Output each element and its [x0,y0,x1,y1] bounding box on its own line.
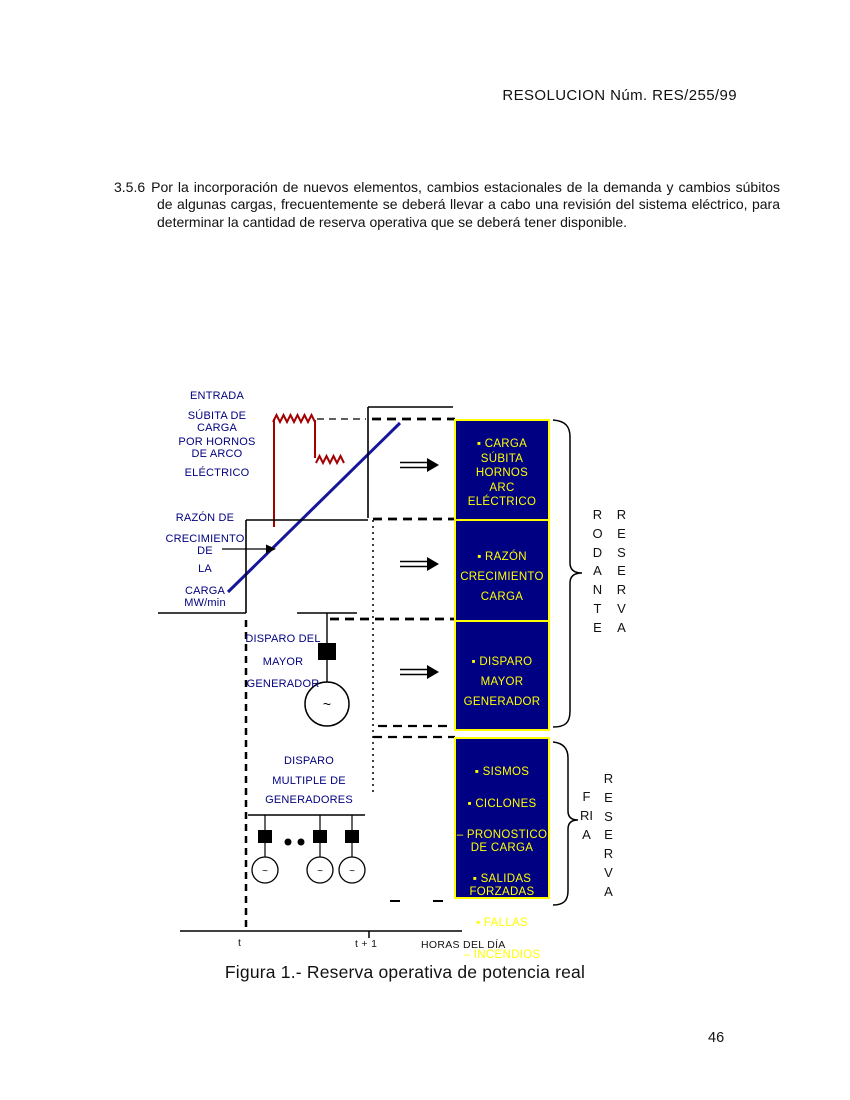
document-header: RESOLUCION Núm. RES/255/99 [502,87,737,104]
page-number: 46 [708,1030,725,1046]
label-reserva-rodante: RESERVA [616,507,627,635]
brace-fria [552,741,579,906]
label-por-hornos: POR HORNOS DE ARCO [178,436,256,460]
ellipsis-dot [284,838,292,846]
mini-chart-axes [158,519,368,614]
label-subita-de-carga: SÚBITA DE CARGA [187,410,247,434]
label-carga-mw-min: CARGA MW/min [184,585,226,609]
figure-caption: Figura 1.- Reserva operativa de potencia… [224,962,586,982]
label-razon-de: RAZÓN DE [175,512,235,524]
time-axis [180,930,462,938]
flow-arrow-icon [400,458,439,679]
tick-label-t: t [238,937,242,949]
generator-icon [306,856,334,884]
generator-icon [304,681,350,727]
box-carga-subita: ▪ CARGA SÚBITA HORNOS ARC ELÉCTRICO [454,419,550,521]
list-item: ▪ CICLONES [467,797,537,810]
section-separators [317,417,455,902]
strip-frame [367,406,453,518]
generator-symbol: ~ [317,866,323,877]
list-item: ▪ SISMOS [474,766,530,778]
figure-1-diagram: ~ ~ ~ ~ [150,385,670,1000]
box-razon-crecimiento: ▪ RAZÓN CRECIMIENTO CARGA [454,519,550,622]
diagram-linework: ~ ~ ~ ~ [158,406,583,938]
label-rodante: RODANTE [592,507,603,635]
label-disparo-multiple: DISPARO MULTIPLE DE GENERADORES [265,755,353,806]
label-reserva-fria: RESERVA [603,771,614,899]
list-item: – PRONOSTICO DE CARGA [456,829,548,854]
breaker-icon [258,830,272,843]
label-electrico: ELÉCTRICO [184,467,250,479]
load-step-curve [272,412,345,527]
tick-label-t1: t + 1 [355,938,378,950]
breaker-icon [345,830,359,843]
label-fria: FRIA [580,789,593,842]
vertical-guides [244,520,374,931]
breaker-icon [313,830,327,843]
generator-symbol: ~ [262,866,268,877]
box-reserva-fria-causas: ▪ SISMOS ▪ CICLONES – PRONOSTICO DE CARG… [454,737,550,961]
list-item: ▪ SALIDAS FORZADAS [469,873,535,898]
label-la: LA [198,563,212,575]
multiple-generator-trip: ~ ~ ~ [248,814,366,884]
clause-text: Por la incorporación de nuevos elementos… [151,179,780,230]
label-disparo-mayor: DISPARO DEL MAYOR GENERADOR [245,633,321,690]
label-crecimiento-de: CRECIMIENTO DE [165,533,245,557]
brace-rodante [552,419,583,728]
ellipsis-dot [297,838,305,846]
breaker-icon [318,643,336,660]
ramp-pointer-arrow [222,544,276,554]
generator-icon [251,856,279,884]
largest-generator-trip: ~ [297,612,357,727]
load-ramp-line [226,421,402,594]
generator-icon [338,856,366,884]
list-item: ▪ FALLAS [476,917,528,929]
clause-number: 3.5.6 [114,179,146,195]
generator-symbol: ~ [323,696,331,712]
label-entrada: ENTRADA [190,390,244,402]
box-disparo-mayor: ▪ DISPARO MAYOR GENERADOR [454,620,550,731]
x-axis-label: HORAS DEL DÍA [421,939,506,951]
list-item: – INCENDIOS [463,948,541,961]
generator-symbol: ~ [349,866,355,877]
clause-3-5-6: 3.5.6 Por la incorporación de nuevos elem… [114,179,780,231]
